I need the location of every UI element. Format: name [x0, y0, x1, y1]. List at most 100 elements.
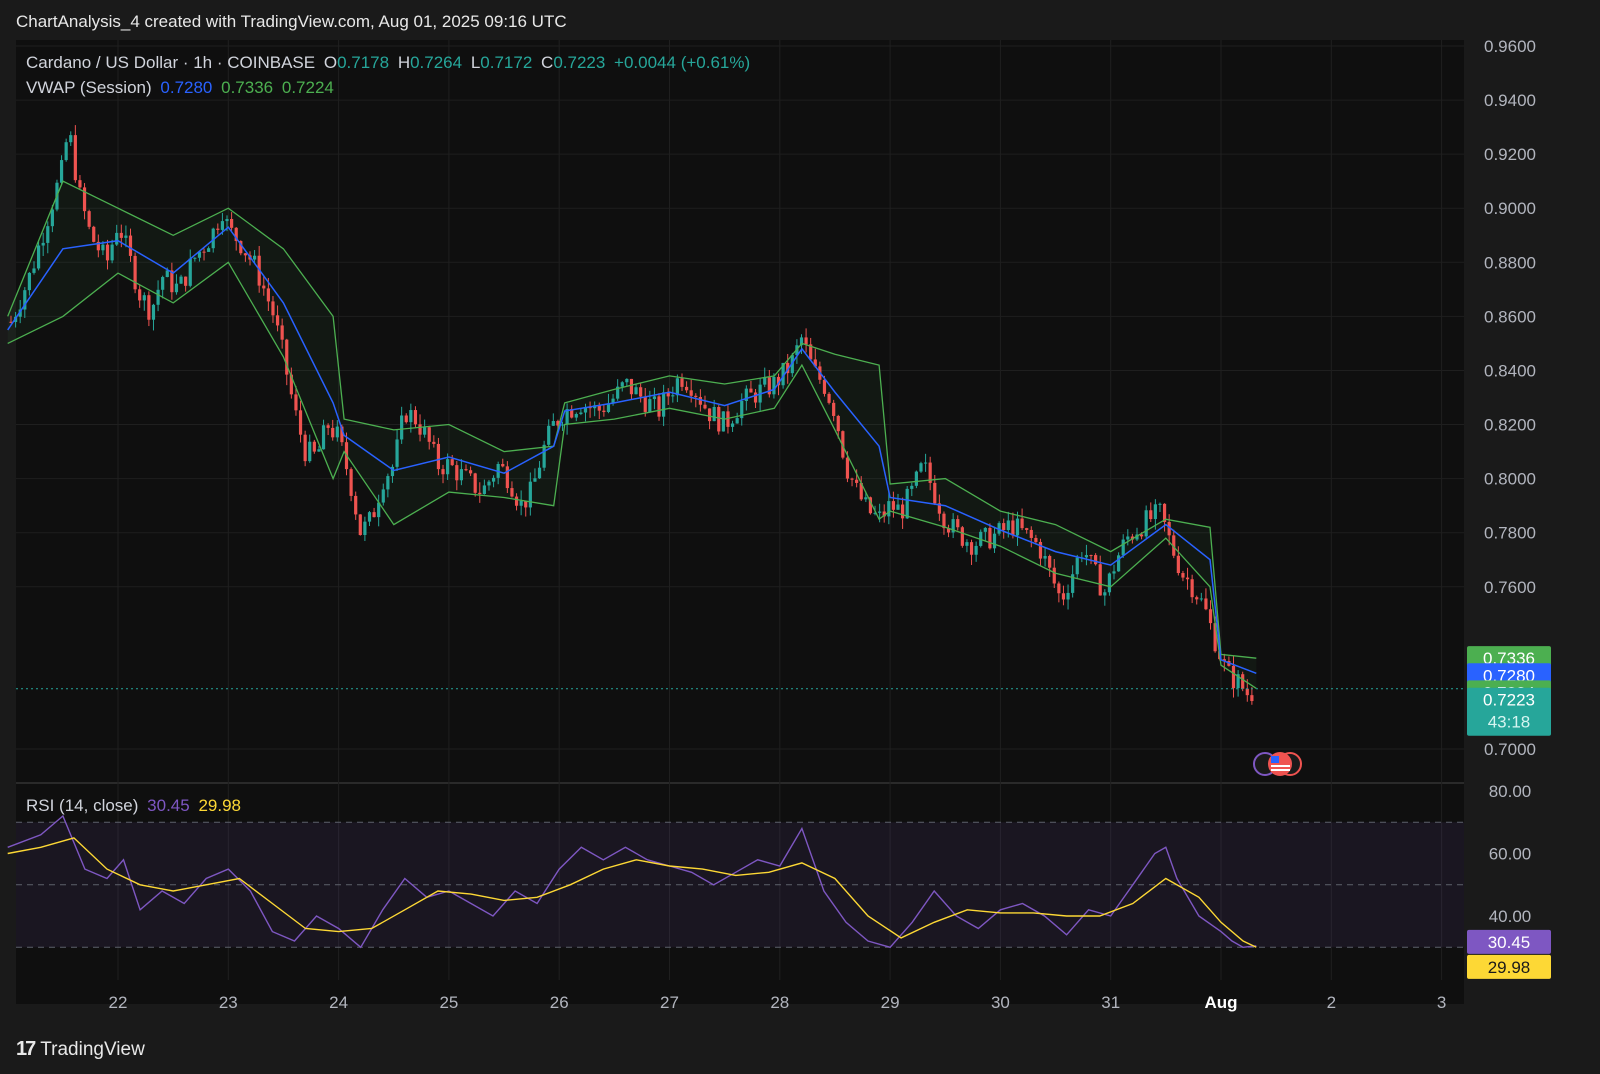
- candle-body: [138, 289, 142, 301]
- candle-body: [312, 441, 316, 452]
- candle-body: [689, 390, 693, 396]
- candle-body: [119, 232, 123, 238]
- candle-body: [418, 424, 422, 435]
- candle-body: [358, 514, 362, 536]
- candle-body: [882, 511, 886, 517]
- candle-body: [786, 362, 790, 374]
- candle-body: [951, 519, 955, 533]
- candle-body: [528, 481, 532, 508]
- candle-body: [289, 374, 293, 395]
- candle-body: [1135, 534, 1139, 540]
- candle-body: [147, 295, 151, 320]
- candle-body: [1107, 573, 1112, 593]
- candle-body: [574, 414, 578, 418]
- candle-body: [1195, 597, 1199, 600]
- candle-body: [992, 533, 997, 549]
- candle-body: [1199, 598, 1203, 600]
- candles[interactable]: [9, 125, 1254, 705]
- candle-body: [441, 469, 445, 475]
- candle-body: [96, 241, 100, 251]
- candle-body: [110, 244, 114, 261]
- candle-body: [436, 443, 441, 470]
- candle-body: [730, 423, 735, 427]
- candle-body: [905, 488, 909, 519]
- price-tick-label: 0.8600: [1484, 307, 1536, 326]
- candle-body: [32, 268, 36, 273]
- candle-body: [717, 407, 721, 432]
- candle-body: [1057, 583, 1061, 594]
- countdown-label: 43:18: [1488, 713, 1531, 732]
- low-label: L: [470, 53, 481, 72]
- candle-body: [363, 521, 367, 536]
- candle-body: [308, 441, 312, 462]
- candle-body: [151, 304, 156, 320]
- candle-body: [216, 228, 220, 230]
- rsi-zone: [16, 822, 1464, 948]
- candle-body: [726, 411, 730, 427]
- candle-body: [197, 251, 202, 258]
- candle-body: [772, 376, 776, 395]
- price-tick-label: 0.7600: [1484, 578, 1536, 597]
- rsi-ma-tag-label: 29.98: [1488, 958, 1531, 977]
- candle-body: [285, 339, 289, 375]
- time-tick-label: 30: [991, 993, 1010, 1012]
- candle-body: [588, 407, 592, 409]
- candle-body: [303, 434, 307, 462]
- candle-body: [1167, 521, 1171, 536]
- candle-body: [220, 221, 225, 230]
- candle-body: [680, 378, 684, 387]
- candle-body: [845, 457, 850, 479]
- candle-body: [432, 441, 436, 444]
- rsi-ma-value: 29.98: [198, 796, 241, 815]
- candle-body: [776, 376, 781, 386]
- candle-body: [606, 403, 611, 413]
- candle-body: [887, 501, 891, 517]
- candle-body: [92, 226, 96, 242]
- candle-body: [225, 219, 229, 222]
- candle-body: [446, 459, 450, 475]
- candle-body: [698, 397, 702, 405]
- candle-body: [855, 479, 859, 483]
- candle-body: [799, 337, 804, 346]
- candle-body: [712, 407, 716, 422]
- candle-body: [675, 378, 680, 396]
- candle-body: [542, 444, 546, 468]
- rsi-label[interactable]: RSI (14, close): [26, 796, 139, 815]
- candle-body: [1020, 518, 1024, 529]
- candle-body: [115, 232, 119, 245]
- candle-body: [331, 427, 335, 438]
- candle-body: [1181, 573, 1185, 578]
- candle-body: [1071, 574, 1075, 593]
- candle-body: [193, 257, 197, 259]
- candle-body: [684, 386, 689, 391]
- candle-body: [901, 504, 905, 519]
- candle-body: [349, 469, 353, 496]
- price-tick-label: 0.9000: [1484, 199, 1536, 218]
- candle-body: [1208, 609, 1213, 624]
- rsi-tag-label: 30.45: [1488, 933, 1531, 952]
- candle-body: [1089, 555, 1093, 557]
- candle-body: [969, 542, 974, 555]
- last-price-tag-label: 0.7223: [1483, 691, 1535, 710]
- candle-body: [744, 388, 748, 401]
- tradingview-logo[interactable]: 17 TradingView: [16, 1038, 145, 1061]
- candle-body: [464, 469, 468, 471]
- x-axis[interactable]: 22 23 24 25 26 27 28 29 30 31 Aug 2 3: [109, 993, 1447, 1012]
- vwap-label[interactable]: VWAP (Session): [26, 78, 152, 97]
- candle-body: [1149, 510, 1153, 520]
- candle-body: [1204, 598, 1208, 610]
- candle-body: [321, 425, 326, 450]
- candle-body: [643, 396, 647, 412]
- candle-body: [482, 485, 486, 495]
- candle-body: [87, 211, 91, 227]
- time-tick-label: 26: [550, 993, 569, 1012]
- us-event-flag-icon[interactable]: [1253, 752, 1302, 776]
- candle-body: [625, 378, 629, 383]
- y-axis[interactable]: 0.9600 0.9400 0.9200 0.9000 0.8800 0.8600 0.84…: [1484, 37, 1536, 926]
- symbol-label[interactable]: Cardano / US Dollar · 1h · COINBASE: [26, 53, 316, 72]
- candle-body: [707, 408, 712, 422]
- time-tick-label: 23: [219, 993, 238, 1012]
- candle-body: [1098, 564, 1102, 596]
